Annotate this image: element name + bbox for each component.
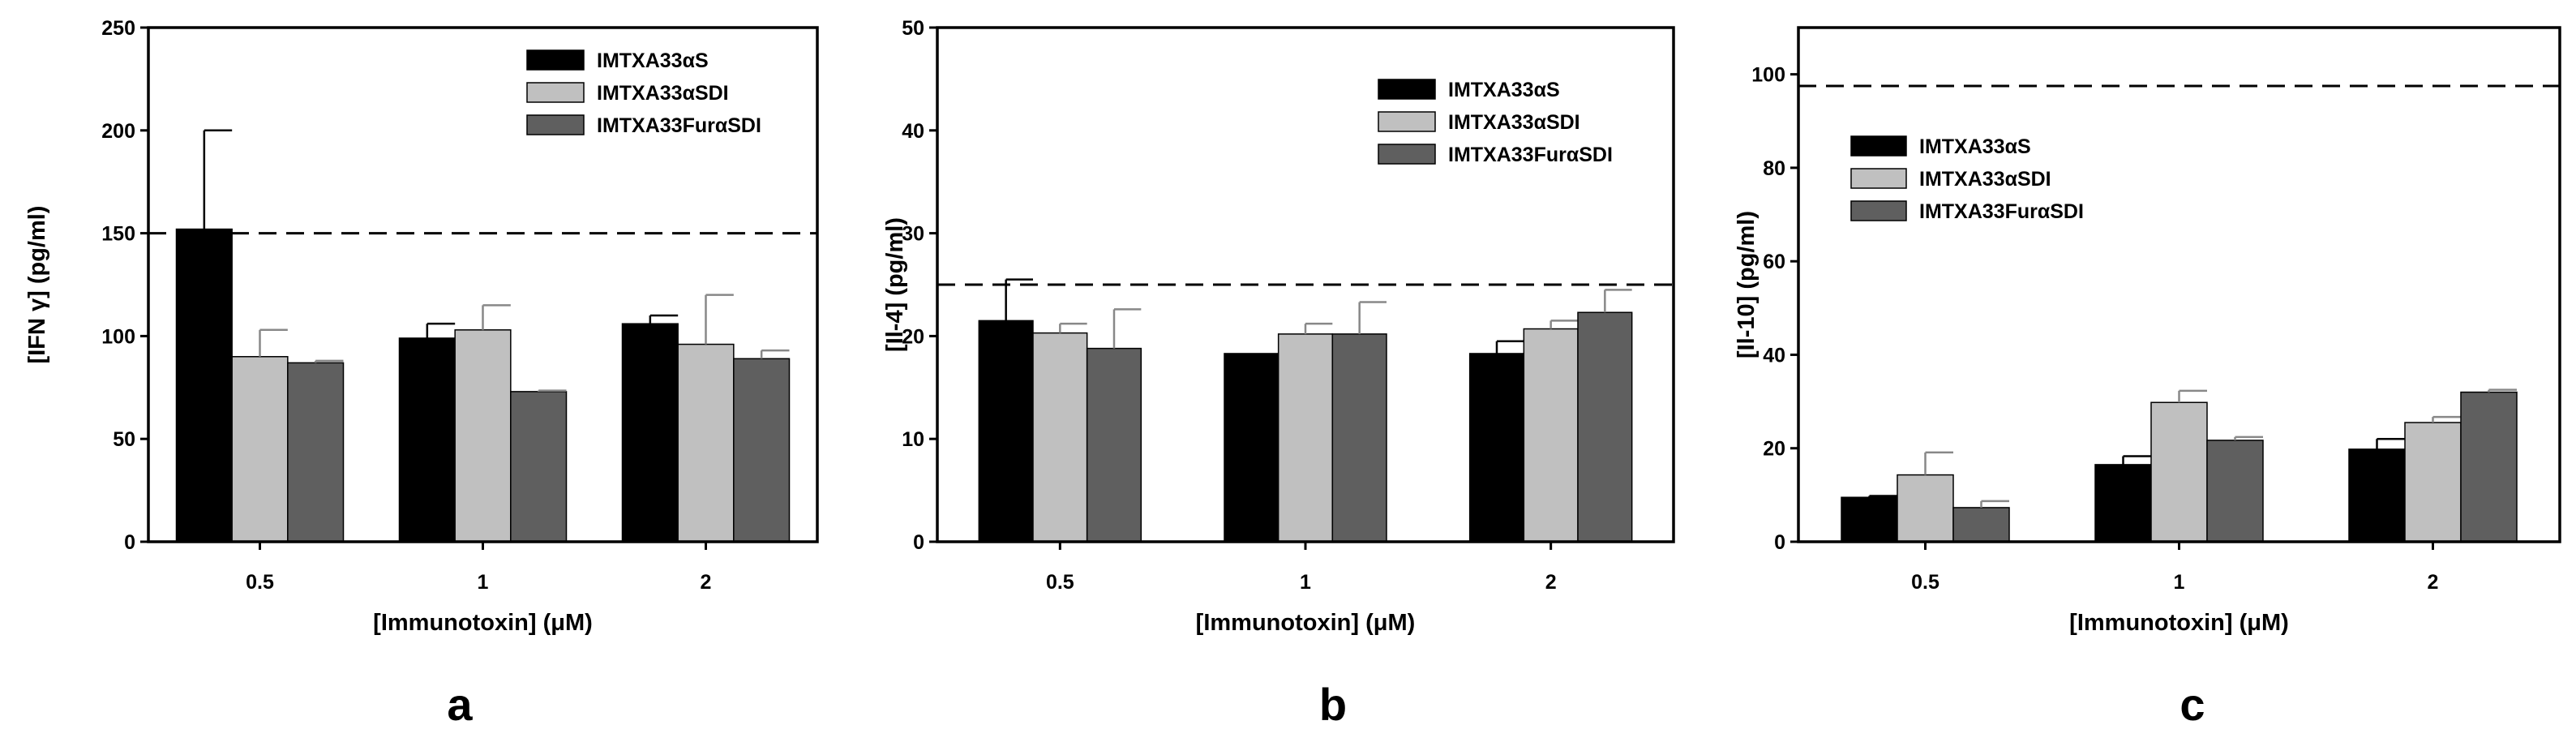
legend-label: IMTXA33αS <box>1919 135 2031 158</box>
plot-frame <box>147 26 819 543</box>
y-tick-label: 20 <box>902 325 924 348</box>
panel-label: a <box>447 679 473 730</box>
x-tick-label: 0.5 <box>1911 571 1940 594</box>
legend-label: IMTXA33αSDI <box>597 82 729 105</box>
bar-a-0-1 <box>398 337 456 543</box>
legend-swatch <box>1850 168 1907 189</box>
bar-c-0-1 <box>2094 464 2152 543</box>
bar-a-1-0 <box>231 356 289 543</box>
y-tick-label: 0 <box>913 531 924 554</box>
bar-b-0-1 <box>1224 353 1279 543</box>
legend-label: IMTXA33αSDI <box>1448 111 1580 134</box>
bar-b-0-2 <box>1468 353 1525 543</box>
legend-swatch <box>526 82 585 103</box>
bar-c-1-0 <box>1897 474 1954 543</box>
y-tick-label: 50 <box>902 17 924 40</box>
bar-c-2-2 <box>2460 391 2518 543</box>
x-axis-title: [Immunotoxin] (μM) <box>1196 610 1416 636</box>
legend-swatch <box>526 49 585 71</box>
x-tick-label: 0.5 <box>246 571 274 594</box>
y-tick-label: 50 <box>113 428 135 451</box>
bar-b-1-2 <box>1523 328 1579 543</box>
x-tick-label: 0.5 <box>1046 571 1074 594</box>
y-tick-label: 80 <box>1763 157 1785 180</box>
y-tick-label: 100 <box>101 325 135 348</box>
bar-b-2-1 <box>1331 333 1387 543</box>
y-tick-label: 200 <box>101 120 135 143</box>
bar-b-1-1 <box>1277 333 1334 543</box>
y-axis-title: [Il-10] (pg/ml) <box>1734 211 1759 358</box>
bar-c-1-2 <box>2404 422 2462 543</box>
legend-label: IMTXA33αSDI <box>1919 168 2051 191</box>
bar-c-2-0 <box>1952 507 2010 543</box>
y-tick-label: 20 <box>1763 438 1785 461</box>
plot-frame <box>1797 26 2561 543</box>
x-tick-label: 2 <box>701 571 712 594</box>
y-axis-title: [IFN γ] (pg/ml) <box>24 206 50 364</box>
legend-label: IMTXA33FurαSDI <box>1919 200 2084 223</box>
y-tick-label: 0 <box>1774 531 1785 554</box>
legend-swatch <box>1378 144 1436 165</box>
legend: IMTXA33αS IMTXA33αSDI IMTXA33FurαSDI <box>1378 79 1613 166</box>
legend-swatch <box>1850 135 1907 157</box>
x-axis-title: [Immunotoxin] (μM) <box>373 610 593 636</box>
y-tick-label: 100 <box>1751 64 1785 87</box>
x-tick-label: 1 <box>2174 571 2185 594</box>
plot-frame <box>936 26 1675 543</box>
bar-b-0-0 <box>978 320 1034 543</box>
panel-label: c <box>2180 679 2205 730</box>
x-tick-label: 2 <box>2428 571 2439 594</box>
legend-swatch <box>1378 79 1436 100</box>
x-tick-label: 1 <box>478 571 489 594</box>
bar-a-0-2 <box>621 323 679 543</box>
bar-b-2-2 <box>1577 311 1633 543</box>
y-tick-label: 0 <box>124 531 135 554</box>
bar-a-0-0 <box>175 228 233 543</box>
legend: IMTXA33αS IMTXA33αSDI IMTXA33FurαSDI <box>1850 135 2084 223</box>
bar-b-1-0 <box>1032 332 1088 543</box>
bar-a-2-0 <box>287 362 345 543</box>
y-tick-label: 40 <box>1763 344 1785 367</box>
y-tick-label: 250 <box>101 17 135 40</box>
legend-swatch <box>526 114 585 135</box>
bar-c-2-1 <box>2206 440 2264 543</box>
bar-a-1-1 <box>454 329 512 543</box>
legend-swatch <box>1850 200 1907 221</box>
y-tick-label: 30 <box>902 223 924 246</box>
bar-c-0-2 <box>2348 448 2406 543</box>
legend: IMTXA33αS IMTXA33αSDI IMTXA33FurαSDI <box>526 49 761 137</box>
chart-panel-a: 0 50 100 150 200 250 0.5 1 2 IMTXA33αS IMTXA33αSDI… <box>24 17 819 730</box>
y-tick-label: 150 <box>101 223 135 246</box>
legend-label: IMTXA33αS <box>597 49 709 72</box>
bar-b-2-0 <box>1086 347 1142 543</box>
y-tick-label: 10 <box>902 428 924 451</box>
legend-swatch <box>1378 111 1436 132</box>
bar-a-2-2 <box>733 358 791 543</box>
bar-c-1-1 <box>2150 401 2208 543</box>
y-tick-label: 40 <box>902 120 924 143</box>
legend-label: IMTXA33FurαSDI <box>597 114 761 137</box>
x-axis-title: [Immunotoxin] (μM) <box>2069 610 2289 636</box>
x-tick-label: 2 <box>1545 571 1557 594</box>
y-axis-title: [Il-4] (pg/ml) <box>882 217 908 352</box>
x-tick-label: 1 <box>1300 571 1311 594</box>
bar-a-1-2 <box>677 343 735 543</box>
bar-c-0-0 <box>1841 496 1898 543</box>
panel-label: b <box>1319 679 1347 730</box>
legend-label: IMTXA33FurαSDI <box>1448 144 1613 166</box>
legend-label: IMTXA33αS <box>1448 79 1560 101</box>
y-tick-label: 60 <box>1763 251 1785 273</box>
bar-a-2-1 <box>510 391 568 543</box>
